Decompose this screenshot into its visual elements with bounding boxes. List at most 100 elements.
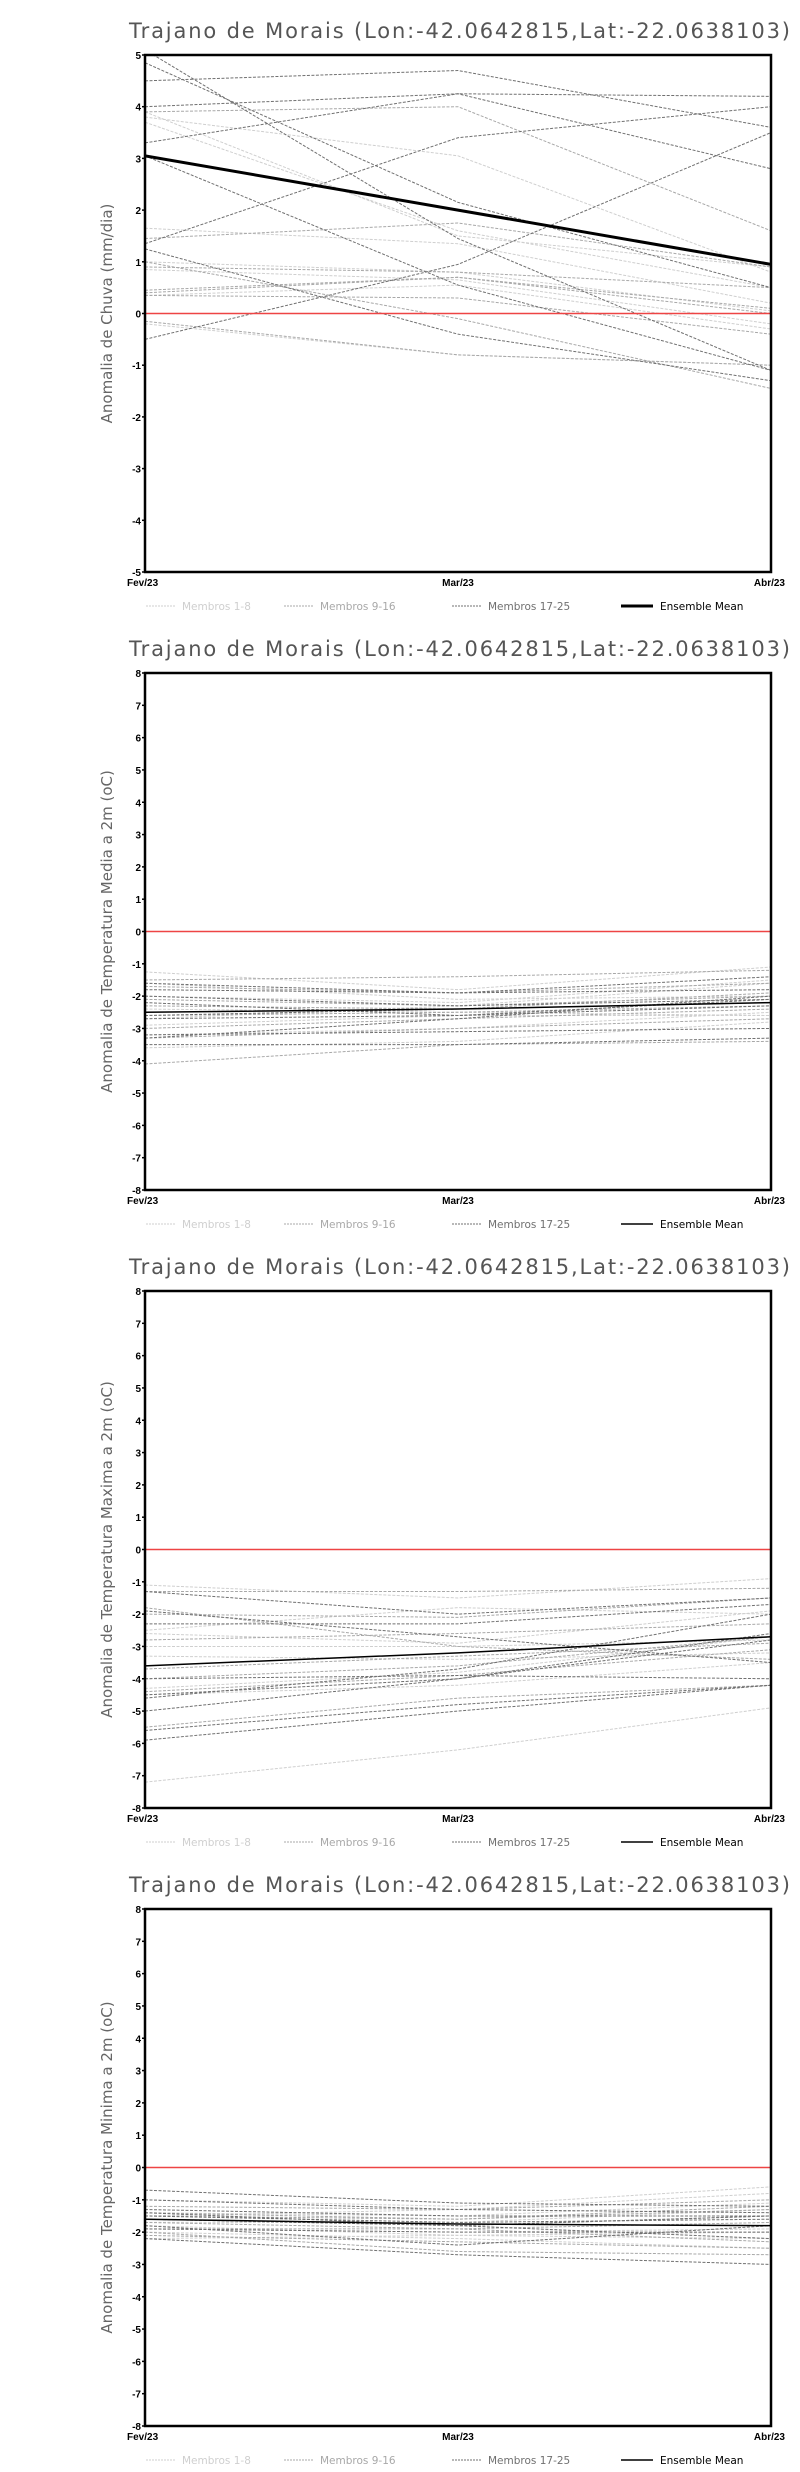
y-tick-label: 1 (135, 258, 141, 269)
member-line-membros-17-25 (145, 2209, 771, 2217)
member-line-membros-17-25 (145, 1610, 771, 1664)
member-line-membros-1-8 (145, 1707, 771, 1783)
member-line-membros-17-25 (145, 1603, 771, 1625)
member-line-membros-1-8 (145, 2186, 771, 2207)
x-tick-label: Abr/23 (754, 1814, 786, 1825)
legend-label: Membros 1-8 (182, 601, 251, 613)
y-tick-label: 3 (135, 2067, 141, 2078)
member-line-membros-17-25 (145, 2199, 771, 2214)
y-tick-label: 0 (135, 2164, 141, 2175)
member-line-membros-1-8 (145, 269, 771, 325)
legend-label: Ensemble Mean (660, 1837, 743, 1849)
member-line-membros-17-25 (145, 1675, 771, 1680)
ensemble-mean-line (145, 154, 771, 266)
y-tick-label: 2 (135, 2099, 141, 2110)
member-line-membros-1-8 (145, 121, 771, 289)
member-line-membros-17-25 (145, 132, 771, 340)
member-line-membros-9-16 (145, 276, 771, 314)
y-tick-label: 2 (135, 206, 141, 217)
member-line-membros-9-16 (145, 294, 771, 335)
member-line-membros-9-16 (145, 106, 771, 232)
member-line-membros-1-8 (145, 1610, 771, 1644)
y-axis-label: Anomalia de Temperatura Maxima a 2m (oC) (98, 1381, 116, 1718)
chart-legend: Membros 1-8 Membros 9-16 Membros 17-25 Ense… (146, 1219, 743, 1231)
y-tick-label: 8 (135, 669, 141, 680)
y-tick-label: -2 (132, 1610, 141, 1621)
ensemble-mean-line (145, 1001, 771, 1014)
member-line-membros-1-8 (145, 323, 771, 366)
member-line-membros-9-16 (145, 1018, 771, 1039)
y-tick-label: -1 (132, 361, 141, 372)
member-line-membros-9-16 (145, 969, 771, 981)
member-line-membros-1-8 (145, 227, 771, 304)
member-line-membros-17-25 (145, 1591, 771, 1615)
member-line-membros-1-8 (145, 261, 771, 312)
member-line-membros-17-25 (145, 1639, 771, 1696)
chart-title: Trajano de Morais (Lon:-42.0642815,Lat:-… (128, 1255, 790, 1279)
y-axis-label: Anomalia de Temperatura Minima a 2m (oC) (98, 2001, 116, 2333)
member-line-membros-17-25 (145, 2238, 771, 2265)
y-tick-label: -5 (132, 2325, 141, 2336)
plot-area (145, 2166, 771, 2265)
y-tick-label: -1 (132, 1578, 141, 1589)
y-tick-label: 7 (135, 701, 141, 712)
y-tick-label: 1 (135, 895, 141, 906)
member-line-membros-9-16 (145, 1607, 771, 1660)
member-line-membros-1-8 (145, 1636, 771, 1689)
ensemble-mean-line (145, 1635, 771, 1667)
member-line-membros-1-8 (145, 116, 771, 273)
legend-label: Membros 17-25 (488, 1837, 570, 1849)
y-tick-label: 6 (135, 734, 141, 745)
chart-panel: Trajano de Morais (Lon:-42.0642815,Lat:-… (98, 19, 790, 613)
member-line-membros-17-25 (145, 2189, 771, 2207)
member-line-membros-9-16 (145, 1636, 771, 1680)
legend-label: Ensemble Mean (660, 2455, 743, 2467)
x-tick-label: Fev/23 (127, 1814, 159, 1825)
y-tick-label: 2 (135, 1481, 141, 1492)
y-tick-label: -7 (132, 2390, 141, 2401)
x-tick-label: Abr/23 (754, 2432, 786, 2443)
member-line-membros-17-25 (145, 93, 771, 170)
member-line-membros-9-16 (145, 222, 771, 268)
x-tick-label: Mar/23 (442, 2432, 474, 2443)
member-line-membros-9-16 (145, 261, 771, 389)
member-line-membros-9-16 (145, 1597, 771, 1618)
y-tick-label: 5 (135, 2002, 141, 2013)
member-line-membros-17-25 (145, 248, 771, 382)
y-tick-label: -3 (132, 1024, 141, 1035)
chart-legend: Membros 1-8 Membros 9-16 Membros 17-25 Ense… (146, 1837, 743, 1849)
y-axis-label: Anomalia de Temperatura Media a 2m (oC) (98, 770, 116, 1093)
legend-label: Membros 1-8 (182, 1219, 251, 1231)
y-tick-label: -2 (132, 2228, 141, 2239)
y-tick-label: -1 (132, 960, 141, 971)
member-line-membros-17-25 (145, 1684, 771, 1741)
y-tick-label: 4 (135, 2034, 141, 2045)
y-tick-label: 5 (135, 766, 141, 777)
y-tick-label: 3 (135, 1449, 141, 1460)
x-tick-label: Fev/23 (127, 578, 159, 589)
y-tick-label: -4 (132, 1675, 141, 1686)
y-tick-label: 0 (135, 928, 141, 939)
member-line-membros-17-25 (145, 70, 771, 128)
member-line-membros-9-16 (145, 266, 771, 289)
chart-panel: Trajano de Morais (Lon:-42.0642815,Lat:-… (98, 637, 790, 1231)
member-line-membros-17-25 (145, 93, 771, 108)
y-tick-label: -8 (132, 1186, 141, 1197)
member-line-membros-9-16 (145, 1642, 771, 1670)
legend-label: Ensemble Mean (660, 1219, 743, 1231)
member-line-membros-17-25 (145, 989, 771, 994)
member-line-membros-9-16 (145, 2231, 771, 2256)
member-line-membros-17-25 (152, 55, 771, 371)
legend-label: Membros 17-25 (488, 2455, 570, 2467)
y-tick-label: 8 (135, 1287, 141, 1298)
member-line-membros-1-8 (145, 1662, 771, 1696)
y-tick-label: -5 (132, 568, 141, 579)
y-tick-label: 3 (135, 831, 141, 842)
y-tick-label: -1 (132, 2196, 141, 2207)
member-line-membros-17-25 (145, 2215, 771, 2223)
member-line-membros-9-16 (145, 2234, 771, 2249)
member-line-membros-9-16 (145, 2199, 771, 2211)
y-tick-label: 4 (135, 103, 141, 114)
y-tick-label: 5 (135, 51, 141, 62)
